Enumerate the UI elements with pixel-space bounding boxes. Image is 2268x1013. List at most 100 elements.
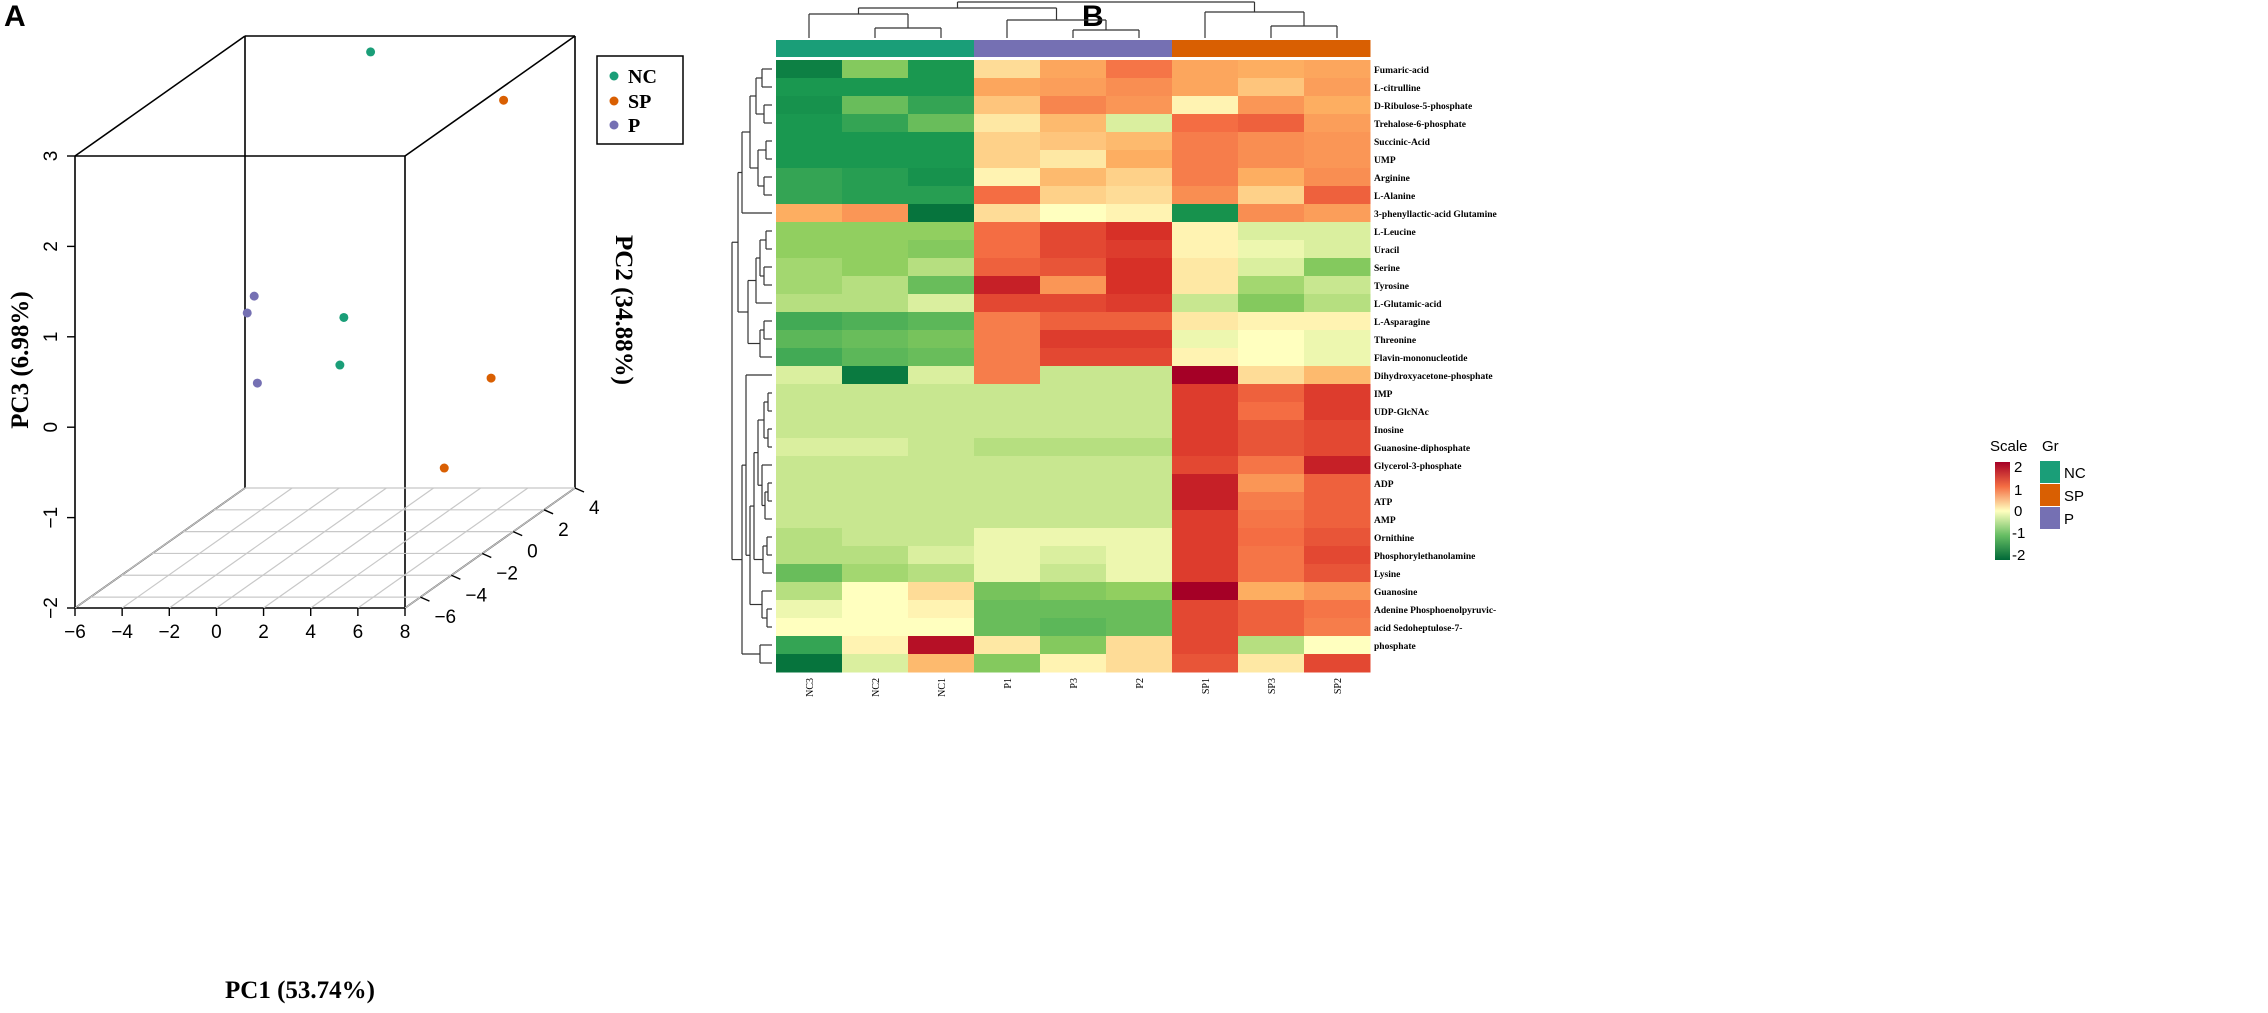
pca-y-tick: [543, 509, 554, 515]
heatmap-cell: [1040, 492, 1107, 511]
heatmap-cell: [1040, 150, 1107, 169]
heatmap-cell: [842, 294, 909, 313]
heatmap-cell: [908, 96, 975, 115]
heatmap-cell: [776, 492, 843, 511]
pca-x-tick-label: 8: [400, 622, 411, 643]
heatmap-cell: [842, 636, 909, 655]
heatmap-cell: [776, 78, 843, 97]
heatmap-cell: [1106, 510, 1173, 529]
heatmap-cell: [1238, 132, 1305, 151]
heatmap-cell: [1238, 420, 1305, 439]
heatmap-cell: [908, 636, 975, 655]
heatmap-cell: [1106, 114, 1173, 133]
heatmap-cell: [1106, 150, 1173, 169]
heatmap-cell: [1040, 600, 1107, 619]
group-bar-cell: [1106, 40, 1173, 57]
pca-grid-line-x: [404, 487, 576, 609]
heatmap-cell: [1238, 276, 1305, 295]
heatmap-cell: [1304, 222, 1371, 241]
heatmap-group-legend: Gr NC SP P: [2040, 438, 2086, 529]
pca-y-tick-label: −4: [465, 585, 487, 606]
pca-grid-line-x: [310, 487, 482, 609]
heatmap-cell: [1238, 96, 1305, 115]
heatmap-cell: [974, 456, 1041, 475]
heatmap-cell: [974, 150, 1041, 169]
heatmap-cell: [1106, 330, 1173, 349]
heatmap-cell: [908, 366, 975, 385]
heatmap-cell: [1238, 348, 1305, 367]
heatmap-row-label: Lysine: [1374, 570, 1400, 580]
heatmap-cell: [974, 348, 1041, 367]
pca-z-tick-label: −2: [41, 597, 62, 619]
heatmap-cell: [908, 492, 975, 511]
heatmap-cell: [1304, 96, 1371, 115]
heatmap-cell: [776, 168, 843, 187]
heatmap-cell: [974, 384, 1041, 403]
heatmap-cell: [908, 168, 975, 187]
heatmap-cell: [908, 564, 975, 583]
heatmap-cell: [842, 384, 909, 403]
heatmap-cell: [842, 474, 909, 493]
pca-y-tick: [481, 552, 492, 559]
group-bar-cell: [908, 40, 975, 57]
heatmap-cell: [1040, 96, 1107, 115]
heatmap-row-label: Inosine: [1374, 426, 1404, 436]
heatmap-cell: [776, 330, 843, 349]
heatmap-cell: [1238, 600, 1305, 619]
pca-y-axis-label: PC2 (34.88%): [610, 235, 637, 385]
heatmap-cell: [974, 276, 1041, 295]
heatmap-cell: [776, 276, 843, 295]
pca-x-tick-label: −4: [111, 622, 133, 643]
heatmap-cell: [1238, 78, 1305, 97]
heatmap-cell: [1304, 186, 1371, 205]
heatmap-cell: [776, 96, 843, 115]
heatmap-cell: [908, 510, 975, 529]
heatmap-cell: [1172, 96, 1239, 115]
heatmap-cell: [842, 168, 909, 187]
heatmap-cell: [1106, 240, 1173, 259]
pca-point-sp: [499, 95, 509, 105]
heatmap-cell: [1304, 546, 1371, 565]
heatmap-cell: [1172, 312, 1239, 331]
heatmap-cell: [1106, 402, 1173, 421]
heatmap-column-label: SP3: [1267, 678, 1278, 694]
heatmap-cell: [908, 312, 975, 331]
heatmap-cell: [974, 168, 1041, 187]
group-bar-cell: [1040, 40, 1107, 57]
heatmap-cell: [1106, 384, 1173, 403]
pca-z-tick-label: 0: [41, 422, 62, 433]
heatmap-cell: [974, 618, 1041, 637]
heatmap-cell: [1040, 348, 1107, 367]
heatmap-row-label: Flavin-mononucleotide: [1374, 354, 1467, 364]
heatmap-cell: [974, 132, 1041, 151]
heatmap-cell: [908, 150, 975, 169]
heatmap-cell: [1040, 420, 1107, 439]
heatmap-cell: [1238, 510, 1305, 529]
heatmap-cell: [1304, 366, 1371, 385]
heatmap-cell: [1304, 618, 1371, 637]
heatmap-cell: [1040, 636, 1107, 655]
heatmap-row-label: Dihydroxyacetone-phosphate: [1374, 372, 1493, 382]
heatmap-cell: [776, 600, 843, 619]
heatmap-cell: [1172, 168, 1239, 187]
panel-letter-a: A: [4, 0, 26, 33]
heatmap-cell: [1040, 528, 1107, 547]
heatmap-cell: [974, 492, 1041, 511]
heatmap-cell: [1172, 276, 1239, 295]
heatmap-row-label: Phosphorylethanolamine: [1374, 552, 1475, 562]
heatmap-cell: [974, 654, 1041, 673]
heatmap-cell: [842, 114, 909, 133]
heatmap-cell: [1304, 150, 1371, 169]
heatmap-cell: [908, 78, 975, 97]
pca-legend-dot-nc: [609, 71, 619, 81]
heatmap-cell: [974, 528, 1041, 547]
heatmap-cell: [1304, 456, 1371, 475]
heatmap-cell: [1172, 600, 1239, 619]
panel-letter-b: B: [1082, 0, 1104, 33]
heatmap-cell: [842, 276, 909, 295]
pca-x-tick-label: 6: [353, 622, 364, 643]
pca-y-tick-label: −2: [496, 563, 518, 584]
heatmap-row-label: ATP: [1374, 498, 1392, 508]
heatmap-cell: [842, 204, 909, 223]
pca-legend-dot-sp: [609, 96, 619, 106]
